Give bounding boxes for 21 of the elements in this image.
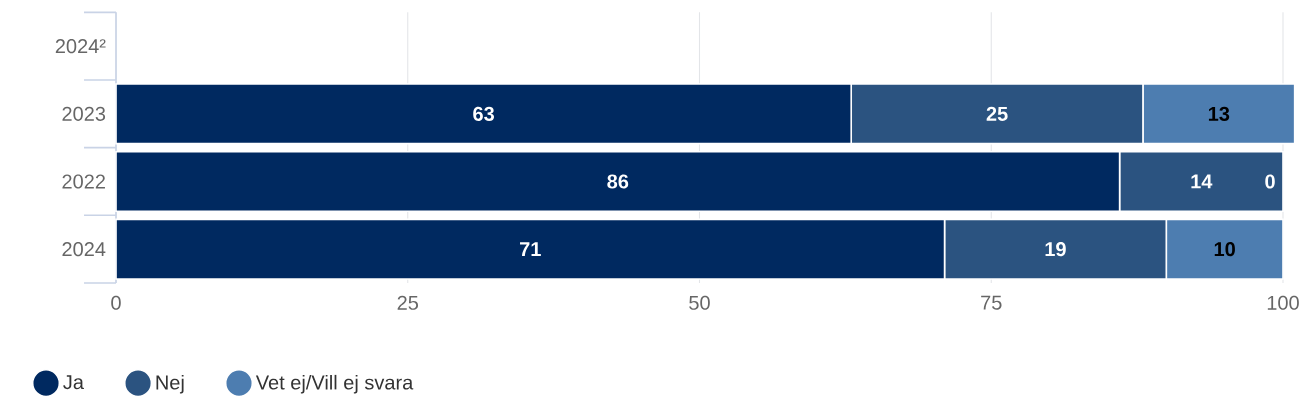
x-tick-label: 100	[1267, 295, 1299, 310]
data-label: 63	[473, 106, 494, 121]
x-tick-label: 75	[981, 295, 1002, 310]
data-label: 25	[986, 106, 1008, 121]
y-tick-label: 2024²	[55, 39, 106, 54]
legend-label: Vet ej/Vill ej svara	[255, 374, 414, 394]
data-label: 14	[1191, 174, 1213, 189]
data-label: 71	[520, 242, 541, 257]
data-label: 10	[1214, 242, 1235, 257]
x-tick-label: 50	[689, 295, 710, 310]
legend-label: Ja	[63, 375, 84, 390]
legend-label: Nej	[156, 374, 184, 394]
x-tick-label: 25	[397, 295, 419, 310]
y-tick-label: 2024	[62, 242, 106, 257]
y-tick-label: 2022	[62, 174, 105, 189]
y-tick-label: 2023	[62, 106, 106, 121]
data-label: 13	[1208, 106, 1230, 121]
x-tick-label: 0	[111, 295, 121, 310]
data-label: 0	[1265, 174, 1275, 189]
data-label: 19	[1045, 242, 1066, 257]
data-label: 86	[607, 174, 629, 189]
